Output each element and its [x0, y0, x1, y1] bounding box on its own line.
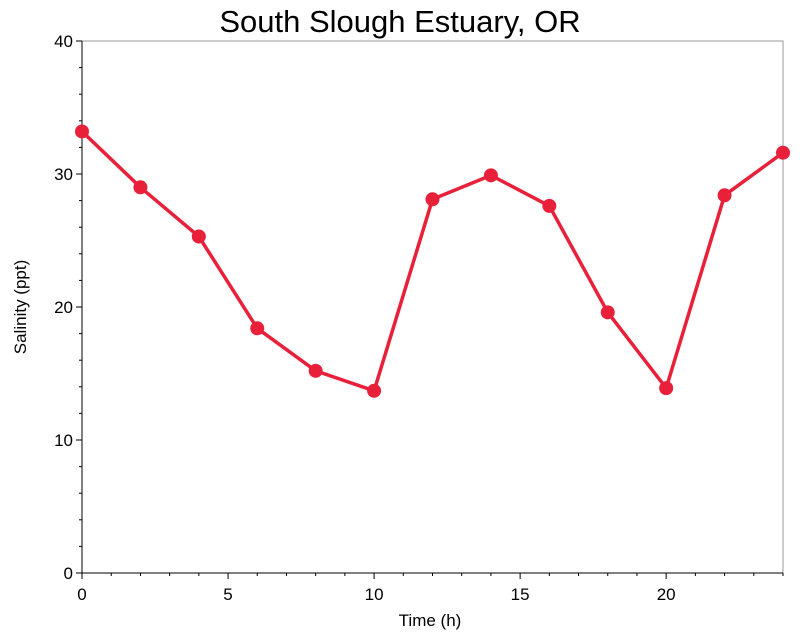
- x-axis-label: Time (h): [399, 611, 462, 630]
- plot-area: 0 10 20 30 40 0 5 10 15 20: [54, 32, 790, 604]
- data-point: [75, 124, 89, 139]
- x-tick-label: 15: [511, 585, 530, 604]
- data-point: [542, 198, 557, 213]
- data-point: [600, 305, 615, 320]
- y-tick-label: 10: [54, 431, 73, 450]
- data-point: [717, 188, 732, 203]
- y-axis-label: Salinity (ppt): [11, 260, 30, 354]
- x-tick-label: 5: [223, 585, 232, 604]
- data-point: [191, 229, 206, 244]
- data-point: [367, 383, 382, 398]
- data-point: [250, 321, 265, 336]
- y-tick-label: 20: [54, 298, 73, 317]
- x-tick-label: 10: [365, 585, 384, 604]
- x-tick-label: 0: [77, 585, 86, 604]
- data-point: [308, 363, 323, 378]
- data-point: [425, 192, 440, 207]
- data-point: [483, 168, 498, 183]
- y-tick-label: 40: [54, 32, 73, 51]
- data-point: [133, 180, 148, 195]
- data-point: [659, 381, 674, 396]
- plot-frame: [81, 40, 784, 574]
- y-tick-label: 0: [64, 564, 73, 583]
- chart-title: South Slough Estuary, OR: [219, 4, 580, 39]
- x-tick-label: 20: [657, 585, 676, 604]
- y-tick-label: 30: [54, 165, 73, 184]
- series-line: [80, 130, 785, 393]
- data-point: [776, 145, 790, 160]
